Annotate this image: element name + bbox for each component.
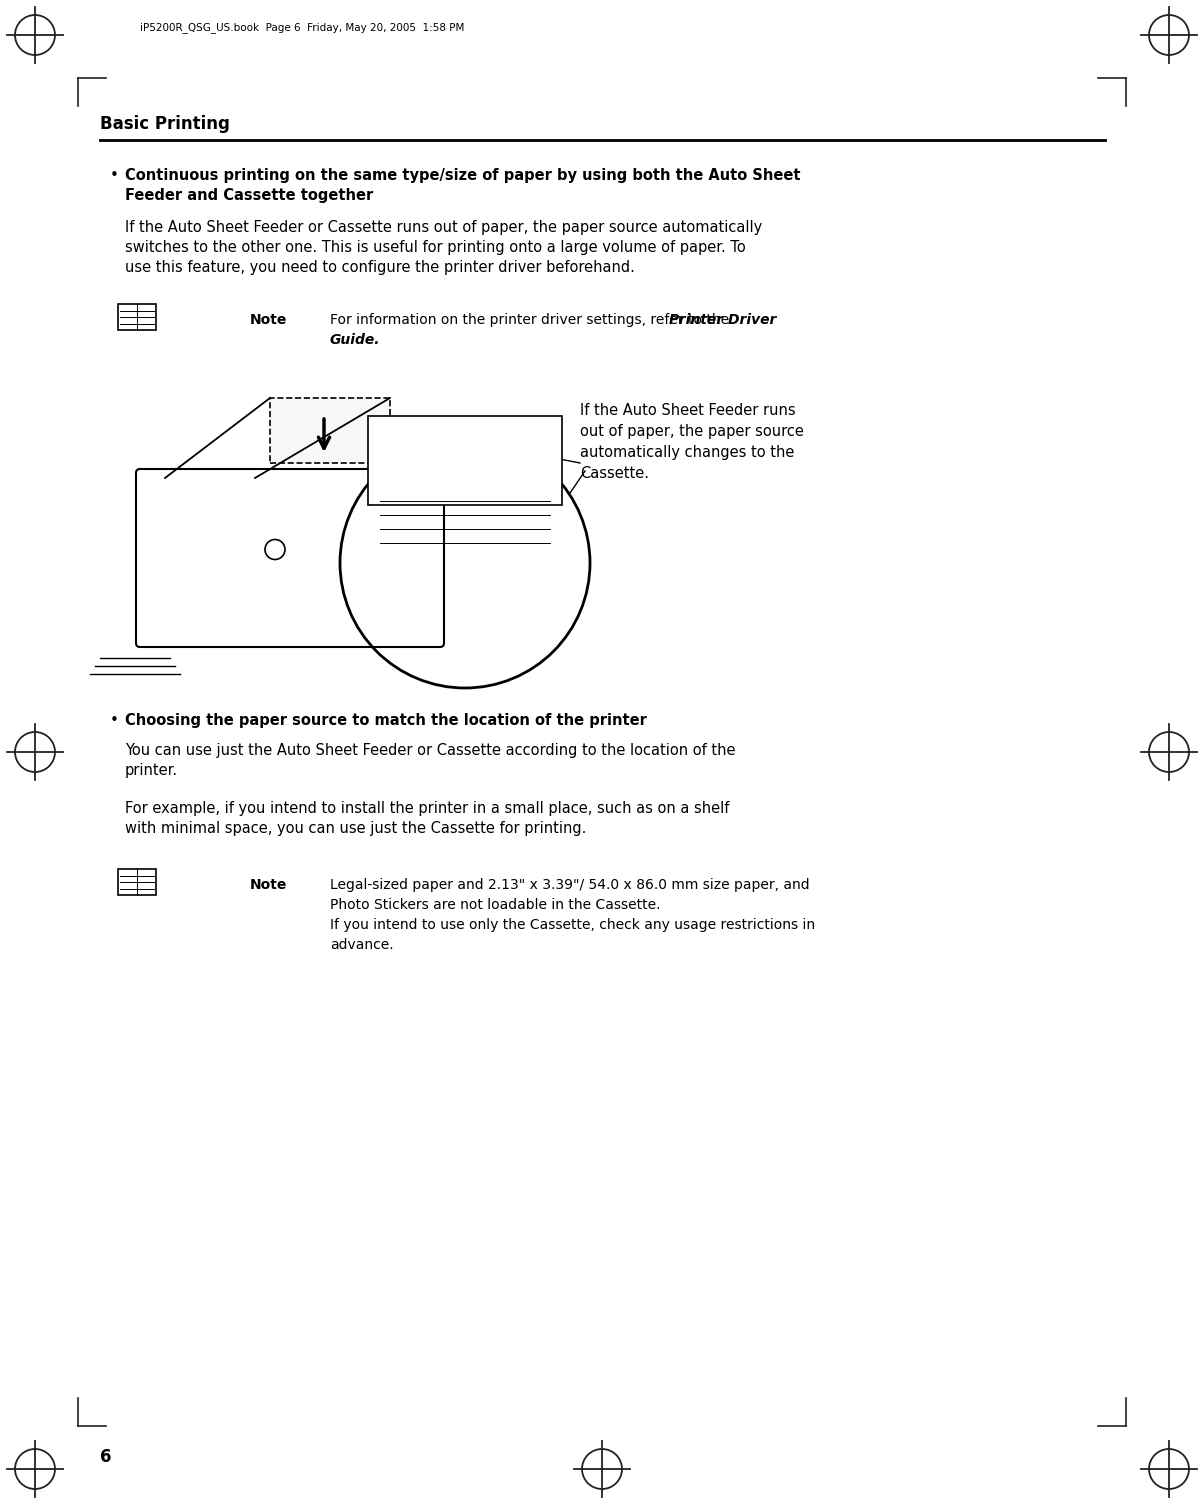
Text: For example, if you intend to install the printer in a small place, such as on a: For example, if you intend to install th…	[125, 802, 730, 817]
FancyBboxPatch shape	[368, 417, 562, 505]
Text: Feeder and Cassette together: Feeder and Cassette together	[125, 188, 373, 203]
Text: •: •	[110, 713, 119, 728]
Text: automatically changes to the: automatically changes to the	[580, 445, 795, 460]
Text: Basic Printing: Basic Printing	[100, 114, 230, 132]
Text: Printer Driver: Printer Driver	[668, 313, 775, 326]
Text: Cassette.: Cassette.	[580, 466, 649, 481]
Bar	[118, 304, 157, 329]
Text: advance.: advance.	[330, 938, 394, 952]
Text: Guide.: Guide.	[330, 332, 380, 347]
Text: Note: Note	[250, 313, 288, 326]
Text: Choosing the paper source to match the location of the printer: Choosing the paper source to match the l…	[125, 713, 647, 728]
Text: with minimal space, you can use just the Cassette for printing.: with minimal space, you can use just the…	[125, 821, 586, 836]
Text: Continuous printing on the same type/size of paper by using both the Auto Sheet: Continuous printing on the same type/siz…	[125, 168, 801, 183]
Text: switches to the other one. This is useful for printing onto a large volume of pa: switches to the other one. This is usefu…	[125, 241, 745, 256]
Text: For information on the printer driver settings, refer to the: For information on the printer driver se…	[330, 313, 733, 326]
Bar	[118, 869, 157, 895]
Text: Note: Note	[250, 878, 288, 892]
Text: If the Auto Sheet Feeder runs: If the Auto Sheet Feeder runs	[580, 403, 796, 418]
Text: printer.: printer.	[125, 763, 178, 778]
Text: 6: 6	[100, 1448, 112, 1466]
Text: •: •	[110, 168, 119, 183]
Text: Photo Stickers are not loadable in the Cassette.: Photo Stickers are not loadable in the C…	[330, 898, 661, 911]
Text: out of paper, the paper source: out of paper, the paper source	[580, 424, 804, 439]
Text: use this feature, you need to configure the printer driver beforehand.: use this feature, you need to configure …	[125, 260, 635, 275]
Text: If you intend to use only the Cassette, check any usage restrictions in: If you intend to use only the Cassette, …	[330, 917, 815, 932]
Text: If the Auto Sheet Feeder or Cassette runs out of paper, the paper source automat: If the Auto Sheet Feeder or Cassette run…	[125, 220, 762, 235]
Bar	[270, 399, 390, 463]
FancyBboxPatch shape	[136, 469, 444, 647]
Text: Legal-sized paper and 2.13" x 3.39"/ 54.0 x 86.0 mm size paper, and: Legal-sized paper and 2.13" x 3.39"/ 54.…	[330, 878, 809, 892]
Text: You can use just the Auto Sheet Feeder or Cassette according to the location of : You can use just the Auto Sheet Feeder o…	[125, 743, 736, 758]
Text: iP5200R_QSG_US.book  Page 6  Friday, May 20, 2005  1:58 PM: iP5200R_QSG_US.book Page 6 Friday, May 2…	[140, 23, 465, 33]
